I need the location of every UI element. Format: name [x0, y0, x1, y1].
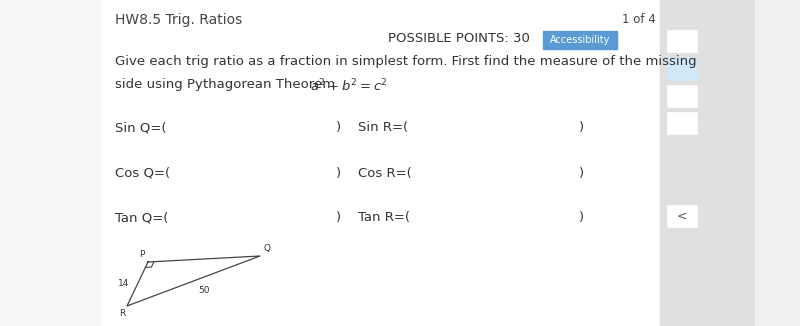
- Bar: [660, 0, 755, 326]
- Bar: [402, 208, 576, 228]
- Text: HW8.5 Trig. Ratios: HW8.5 Trig. Ratios: [115, 13, 242, 27]
- Text: Accessibility: Accessibility: [550, 35, 610, 45]
- Bar: [667, 205, 697, 227]
- Bar: [402, 163, 576, 183]
- Bar: [667, 58, 697, 80]
- Text: 50: 50: [198, 286, 210, 295]
- Bar: [402, 118, 576, 138]
- Bar: [667, 85, 697, 107]
- Text: Sin R=(: Sin R=(: [358, 122, 408, 135]
- Text: <: <: [677, 210, 687, 223]
- Text: Cos R=(: Cos R=(: [358, 167, 412, 180]
- Text: Q: Q: [263, 244, 270, 253]
- Text: 1 of 4: 1 of 4: [622, 13, 656, 26]
- Bar: [158, 118, 334, 138]
- Bar: [667, 112, 697, 134]
- Bar: [100, 0, 670, 326]
- Bar: [755, 0, 800, 326]
- Text: ): ): [579, 122, 585, 135]
- Bar: [667, 30, 697, 52]
- Text: side using Pythagorean Theorem: side using Pythagorean Theorem: [115, 78, 335, 91]
- Text: ): ): [336, 212, 342, 225]
- Text: ): ): [579, 167, 585, 180]
- Text: ): ): [336, 167, 342, 180]
- Bar: [0, 0, 100, 326]
- Text: Tan R=(: Tan R=(: [358, 212, 410, 225]
- Text: $a^2 + b^2 = c^2$: $a^2 + b^2 = c^2$: [310, 78, 388, 95]
- Text: 14: 14: [118, 279, 130, 289]
- Text: Give each trig ratio as a fraction in simplest form. First find the measure of t: Give each trig ratio as a fraction in si…: [115, 55, 697, 68]
- Text: Cos Q=(: Cos Q=(: [115, 167, 170, 180]
- Text: POSSIBLE POINTS: 30: POSSIBLE POINTS: 30: [388, 32, 530, 45]
- Bar: [158, 208, 334, 228]
- Text: Tan Q=(: Tan Q=(: [115, 212, 168, 225]
- Text: P: P: [140, 250, 145, 259]
- Text: Sin Q=(: Sin Q=(: [115, 122, 166, 135]
- Bar: [158, 163, 334, 183]
- Text: R: R: [118, 309, 125, 318]
- Bar: [543, 31, 617, 49]
- Text: ): ): [579, 212, 585, 225]
- Text: ): ): [336, 122, 342, 135]
